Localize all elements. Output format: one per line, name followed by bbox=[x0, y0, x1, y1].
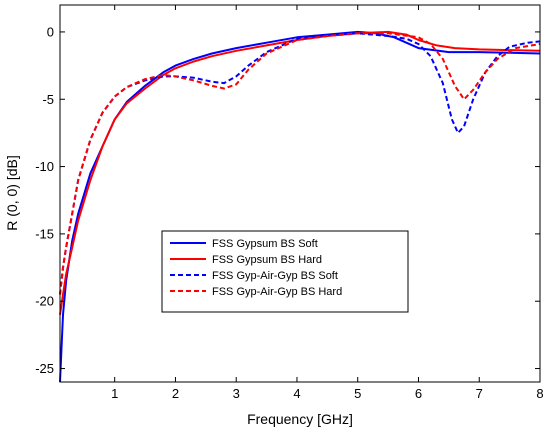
x-tick-label: 5 bbox=[354, 386, 361, 401]
legend-box bbox=[161, 230, 409, 313]
y-tick-label: -10 bbox=[35, 159, 54, 174]
x-tick-label: 6 bbox=[415, 386, 422, 401]
plot-area bbox=[60, 5, 540, 382]
ticks-layer: 1 2 3 4 5 6 7 8 -25 -20 -15 -10 -5 0 bbox=[35, 5, 544, 401]
series-layer bbox=[59, 30, 541, 383]
legend: FSS Gypsum BS Soft FSS Gypsum BS Hard FSS … bbox=[161, 230, 409, 313]
x-tick-label: 7 bbox=[476, 386, 483, 401]
legend-label-4: FSS Gyp-Air-Gyp BS Hard bbox=[212, 286, 342, 298]
legend-label-1: FSS Gypsum BS Soft bbox=[212, 238, 318, 250]
y-tick-label: -5 bbox=[42, 92, 54, 107]
x-tick-label: 8 bbox=[536, 386, 543, 401]
y-tick-label: -25 bbox=[35, 361, 54, 376]
y-axis-label: R (0, 0) [dB] bbox=[4, 155, 20, 230]
x-tick-label: 4 bbox=[293, 386, 300, 401]
legend-label-3: FSS Gyp-Air-Gyp BS Soft bbox=[212, 270, 338, 282]
legend-label-2: FSS Gypsum BS Hard bbox=[212, 254, 322, 266]
x-tick-label: 3 bbox=[233, 386, 240, 401]
legend-items: FSS Gypsum BS Soft FSS Gypsum BS Hard FSS … bbox=[170, 238, 342, 298]
x-axis-label: Frequency [GHz] bbox=[247, 411, 353, 427]
x-tick-label: 2 bbox=[172, 386, 179, 401]
y-tick-label: -20 bbox=[35, 294, 54, 309]
series-line-1 bbox=[59, 30, 541, 383]
series-line-4 bbox=[59, 32, 541, 295]
y-tick-label: 0 bbox=[47, 24, 54, 39]
plot-frame bbox=[59, 4, 541, 383]
y-tick-label: -15 bbox=[35, 226, 54, 241]
x-tick-label: 1 bbox=[111, 386, 118, 401]
